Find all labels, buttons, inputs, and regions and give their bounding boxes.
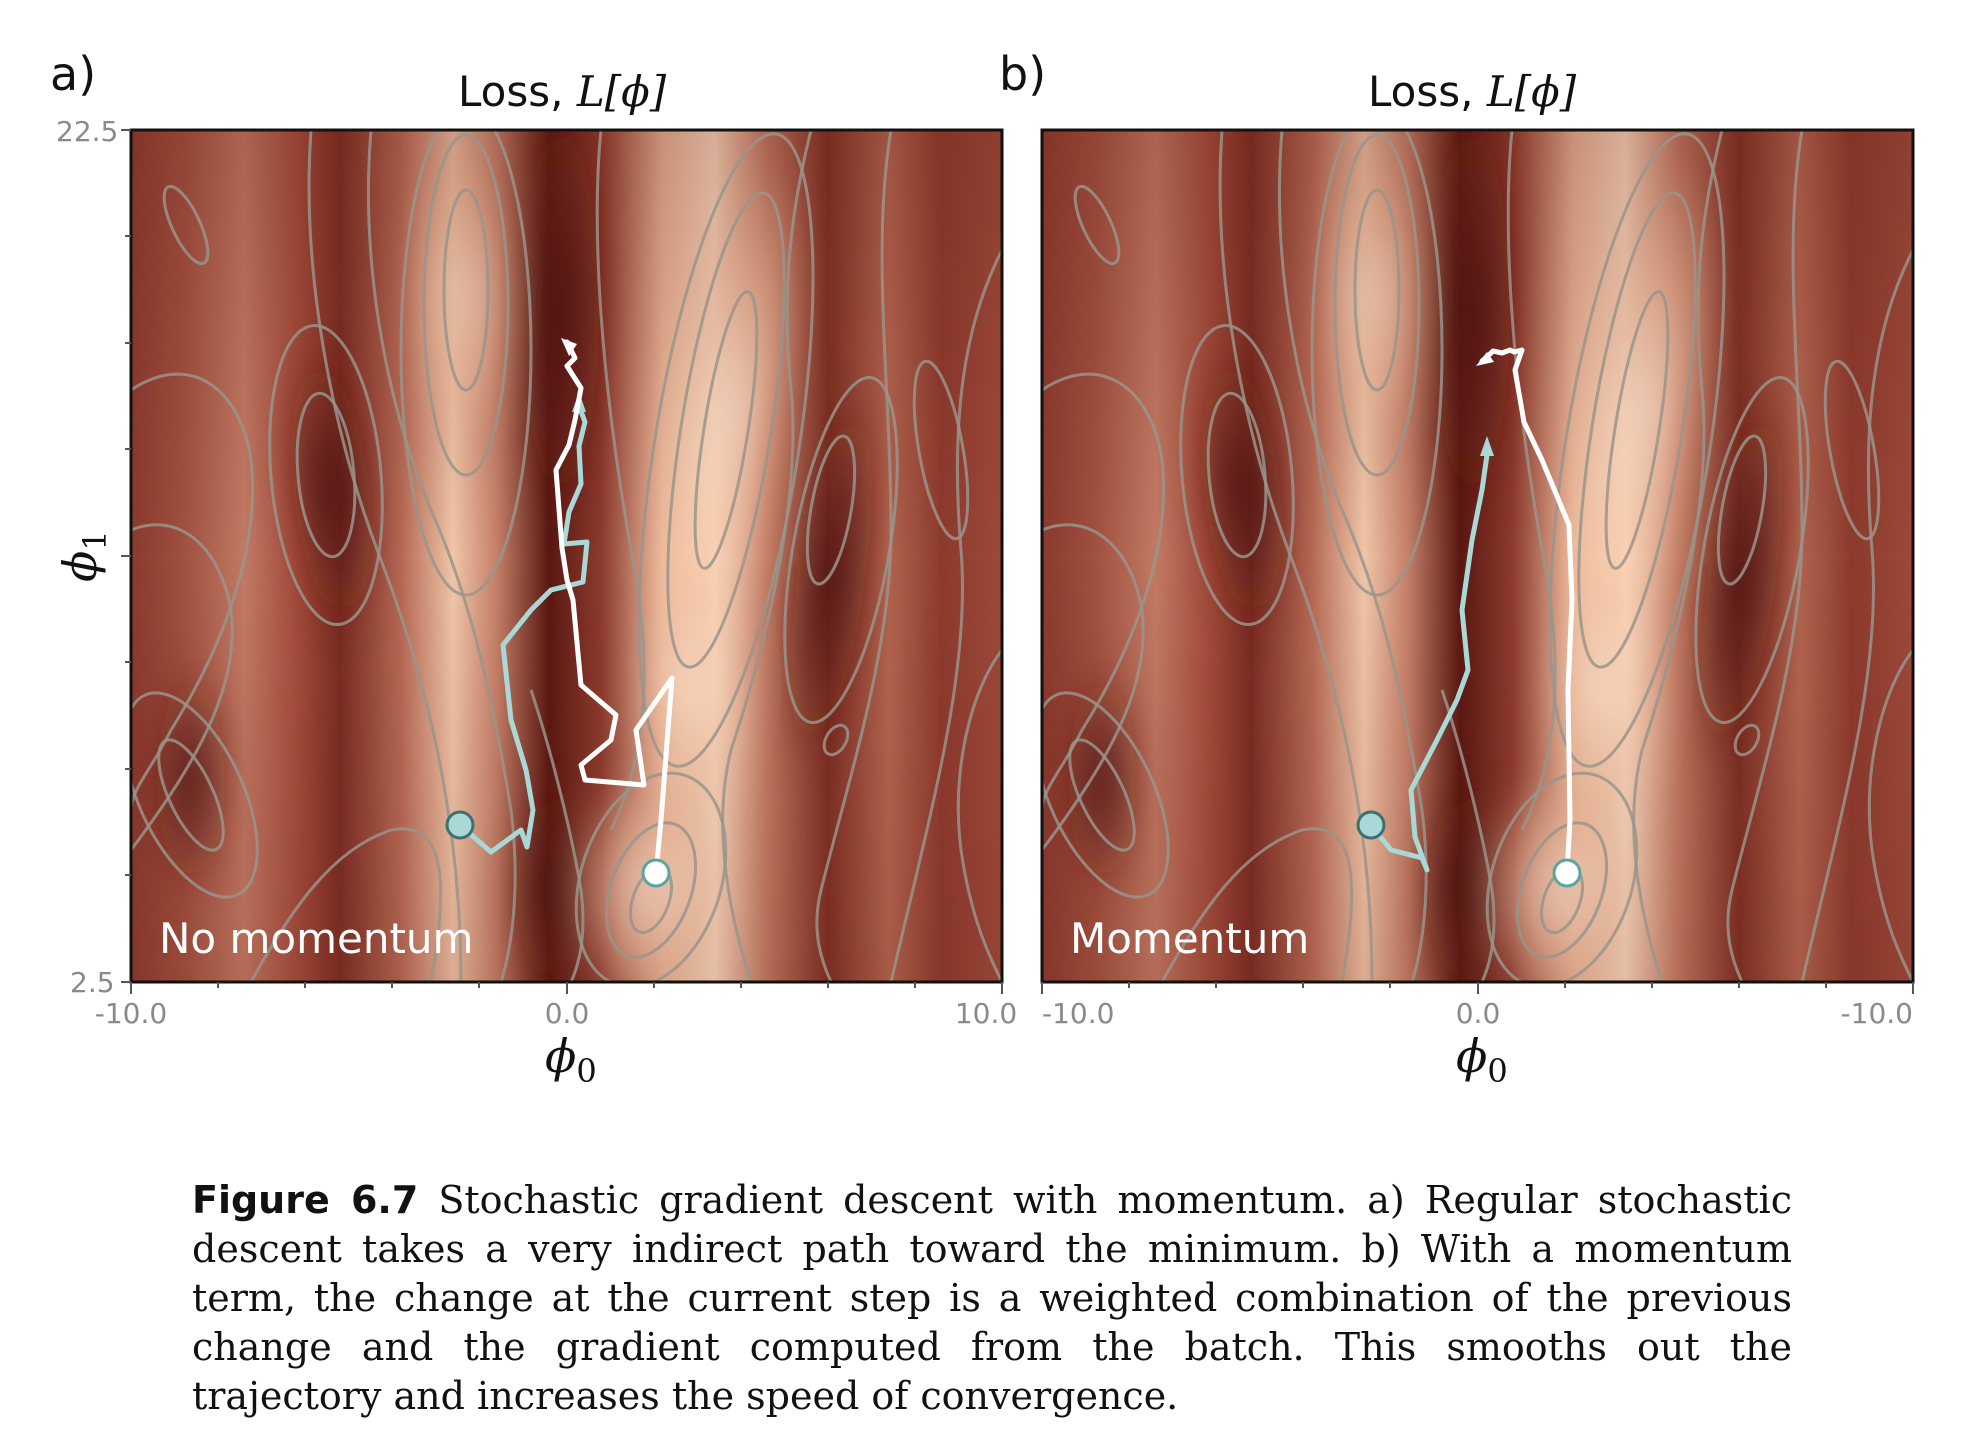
panel-b-title: Loss, L[ϕ] [1368, 67, 1577, 116]
panel-b-white-arrowhead [1476, 352, 1494, 366]
panel-a-loss-surface [97, 90, 1002, 1010]
panel-a-x-tick-right: 10.0 [955, 997, 1017, 1030]
panel-a-inset-label: No momentum [159, 914, 473, 963]
caption-label: Figure 6.7 [192, 1178, 419, 1222]
y-tick-label-bottom: 2.5 [70, 966, 115, 999]
figure-canvas: a) Loss, L[ϕ] No momentum [50, 47, 1915, 1090]
panel-b-x-ticks [1041, 982, 1914, 994]
caption-text: Stochastic gradient descent with momentu… [192, 1178, 1792, 1418]
panel-a-white-trajectory [553, 339, 675, 876]
panel-a-cyan-trajectory [457, 403, 590, 855]
panel-b-x-tick-mid: 0.0 [1456, 997, 1501, 1030]
panel-b-plot-area: Momentum [1008, 90, 1915, 1010]
panel-a-white-arrowhead [561, 338, 577, 356]
y-tick-label-top: 22.5 [56, 115, 118, 148]
panel-b-letter: b) [999, 47, 1046, 101]
panel-b-x-axis-label: ϕ0 [1456, 1029, 1508, 1090]
panel-b-x-tick-right: -10.0 [1841, 997, 1913, 1030]
panel-b-loss-surface [1008, 90, 1913, 1010]
panel-b: b) Loss, L[ϕ] Momentum [999, 47, 1915, 1090]
panel-a-x-ticks [130, 982, 1003, 994]
panel-a: a) Loss, L[ϕ] No momentum [50, 47, 1017, 1090]
panel-b-cyan-arrowhead [1480, 436, 1494, 456]
panel-b-cyan-trajectory [1368, 445, 1490, 873]
figure-caption: Figure 6.7 Stochastic gradient descent w… [192, 1176, 1792, 1421]
y-axis-label: ϕ1 [53, 530, 114, 582]
panel-b-x-tick-left: -10.0 [1042, 997, 1114, 1030]
panel-a-cyan-start-marker [445, 810, 475, 840]
panel-a-x-tick-left: -10.0 [95, 997, 167, 1030]
panel-b-inset-label: Momentum [1070, 914, 1309, 963]
panel-a-x-tick-mid: 0.0 [545, 997, 590, 1030]
panel-a-x-axis-label: ϕ0 [545, 1029, 597, 1090]
panel-a-y-ticks [121, 129, 131, 983]
panel-b-white-trajectory [1479, 347, 1575, 876]
panel-a-letter: a) [50, 47, 96, 101]
panel-b-cyan-start-marker [1356, 810, 1386, 840]
panel-b-white-start-marker [1552, 858, 1582, 888]
panel-a-plot-area: No momentum [97, 90, 1004, 1010]
panel-a-white-start-marker [641, 858, 671, 888]
panel-a-title: Loss, L[ϕ] [458, 67, 667, 116]
